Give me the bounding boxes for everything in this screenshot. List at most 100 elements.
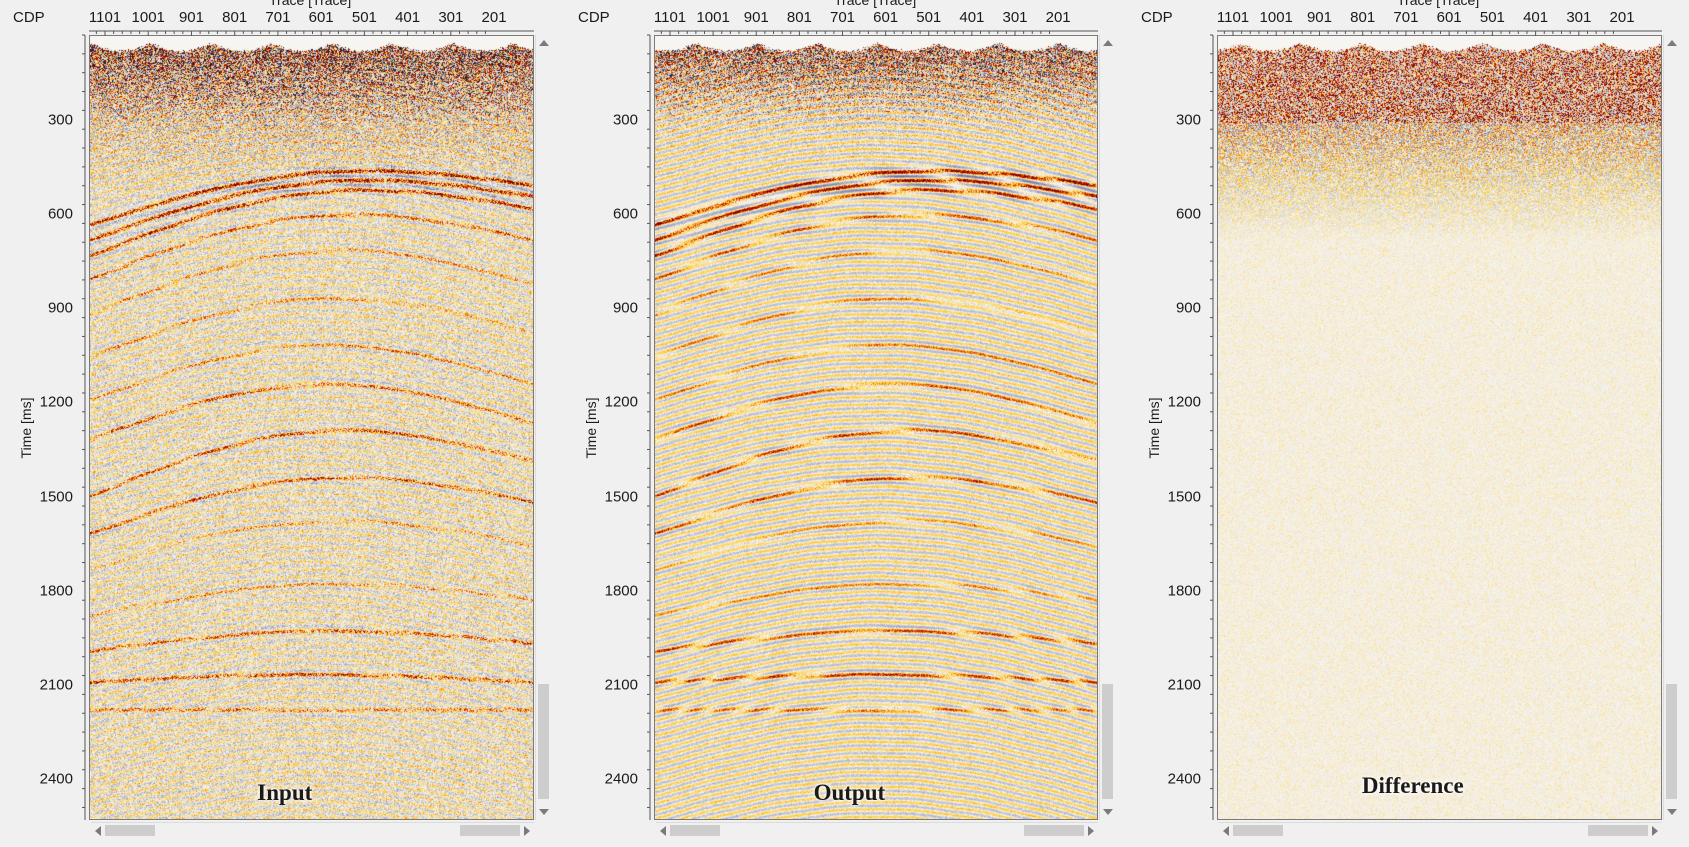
x-tick-label: 801 bbox=[786, 9, 812, 26]
vertical-scrollbar[interactable] bbox=[535, 35, 551, 820]
triangle-left-icon[interactable] bbox=[95, 826, 101, 836]
seismic-plot[interactable] bbox=[1217, 35, 1662, 820]
triangle-up-icon[interactable] bbox=[539, 40, 549, 46]
horizontal-scroll-thumb-right[interactable] bbox=[1024, 825, 1084, 836]
x-axis-title: Trace [Trace] bbox=[269, 0, 352, 8]
triangle-right-icon[interactable] bbox=[1088, 826, 1094, 836]
y-tick-label: 1800 bbox=[1167, 582, 1201, 600]
triangle-left-icon[interactable] bbox=[1223, 826, 1229, 836]
x-tick-label: 1101 bbox=[1216, 9, 1250, 26]
cdp-label: CDP bbox=[578, 9, 610, 26]
x-tick-label: 501 bbox=[916, 9, 942, 26]
x-tick-label: 901 bbox=[743, 9, 769, 26]
seismic-canvas[interactable] bbox=[90, 36, 533, 819]
x-tick-label: 501 bbox=[1479, 9, 1505, 26]
y-tick-label: 2400 bbox=[39, 770, 73, 788]
y-tick-label: 2400 bbox=[1167, 770, 1201, 788]
cdp-label: CDP bbox=[1141, 9, 1173, 26]
triangle-up-icon[interactable] bbox=[1667, 40, 1677, 46]
y-axis-title: Time [ms] bbox=[1146, 397, 1162, 459]
x-tick-label: 701 bbox=[829, 9, 856, 26]
triangle-up-icon[interactable] bbox=[1103, 40, 1113, 46]
x-axis-title: Trace [Trace] bbox=[1397, 0, 1480, 8]
y-tick-label: 900 bbox=[1175, 299, 1201, 317]
x-tick-label: 1001 bbox=[1259, 9, 1293, 26]
x-tick-label: 201 bbox=[1045, 9, 1071, 26]
y-tick-label: 1500 bbox=[604, 488, 638, 506]
y-tick-label: 1200 bbox=[39, 393, 73, 411]
y-tick-label: 300 bbox=[47, 111, 73, 129]
x-tick-label: 301 bbox=[1566, 9, 1592, 26]
y-tick-label: 1800 bbox=[604, 582, 638, 600]
x-tick-label: 801 bbox=[1350, 9, 1376, 26]
vertical-scroll-thumb[interactable] bbox=[538, 684, 549, 799]
x-tick-label: 301 bbox=[438, 9, 464, 26]
x-tick-label: 901 bbox=[178, 9, 204, 26]
x-tick-label: 1101 bbox=[88, 9, 122, 26]
horizontal-scroll-thumb-left[interactable] bbox=[670, 825, 720, 836]
seismic-plot[interactable] bbox=[654, 35, 1098, 820]
x-tick-label: 601 bbox=[873, 9, 899, 26]
y-tick-label: 2400 bbox=[604, 770, 638, 788]
x-tick-label: 701 bbox=[265, 9, 291, 26]
y-tick-label: 300 bbox=[612, 111, 638, 129]
horizontal-scroll-thumb-right[interactable] bbox=[1588, 825, 1648, 836]
seismic-canvas[interactable] bbox=[1218, 36, 1661, 819]
triangle-right-icon[interactable] bbox=[524, 826, 530, 836]
triangle-right-icon[interactable] bbox=[1652, 826, 1658, 836]
horizontal-scroll-thumb-right[interactable] bbox=[460, 825, 520, 836]
horizontal-scroll-thumb-left[interactable] bbox=[105, 825, 155, 836]
y-tick-label: 900 bbox=[612, 299, 638, 317]
y-tick-label: 1200 bbox=[604, 393, 638, 411]
seismic-canvas[interactable] bbox=[655, 36, 1097, 819]
x-tick-label: 501 bbox=[351, 9, 377, 26]
x-tick-label: 201 bbox=[1609, 9, 1635, 26]
x-axis-title: Trace [Trace] bbox=[834, 0, 917, 8]
seismic-plot[interactable] bbox=[89, 35, 534, 820]
vertical-scrollbar[interactable] bbox=[1663, 35, 1679, 820]
y-tick-label: 300 bbox=[1175, 111, 1201, 129]
vertical-scrollbar[interactable] bbox=[1099, 35, 1115, 820]
x-tick-label: 301 bbox=[1002, 9, 1028, 26]
x-tick-label: 1001 bbox=[131, 9, 165, 26]
horizontal-scrollbar[interactable] bbox=[91, 822, 534, 838]
horizontal-scroll-thumb-left[interactable] bbox=[1233, 825, 1283, 836]
y-tick-label: 1200 bbox=[1167, 393, 1201, 411]
x-tick-label: 201 bbox=[481, 9, 507, 26]
vertical-scroll-thumb[interactable] bbox=[1102, 684, 1113, 799]
x-tick-label: 601 bbox=[308, 9, 334, 26]
triangle-down-icon[interactable] bbox=[539, 809, 549, 815]
y-tick-label: 600 bbox=[612, 205, 638, 223]
x-tick-label: 401 bbox=[1523, 9, 1549, 26]
y-tick-label: 1500 bbox=[1167, 488, 1201, 506]
horizontal-scrollbar[interactable] bbox=[1219, 822, 1662, 838]
y-tick-label: 2100 bbox=[604, 676, 638, 694]
panel-title: Input bbox=[257, 780, 313, 805]
y-tick-label: 1500 bbox=[39, 488, 73, 506]
y-tick-label: 900 bbox=[47, 299, 73, 317]
panel-title: Output bbox=[813, 780, 886, 805]
y-tick-label: 600 bbox=[47, 205, 73, 223]
x-tick-label: 701 bbox=[1393, 9, 1419, 26]
x-tick-label: 1001 bbox=[696, 9, 730, 26]
y-tick-label: 2100 bbox=[1167, 676, 1201, 694]
triangle-down-icon[interactable] bbox=[1103, 809, 1113, 815]
cdp-label: CDP bbox=[13, 9, 45, 26]
triangle-down-icon[interactable] bbox=[1667, 809, 1677, 815]
x-tick-label: 1101 bbox=[653, 9, 687, 26]
x-tick-label: 801 bbox=[222, 9, 248, 26]
horizontal-scrollbar[interactable] bbox=[656, 822, 1098, 838]
y-tick-label: 600 bbox=[1175, 205, 1201, 223]
y-tick-label: 1800 bbox=[39, 582, 73, 600]
vertical-scroll-thumb[interactable] bbox=[1666, 684, 1677, 799]
x-tick-label: 401 bbox=[395, 9, 421, 26]
y-tick-label: 2100 bbox=[39, 676, 73, 694]
x-tick-label: 901 bbox=[1306, 9, 1332, 26]
panel-title: Difference bbox=[1361, 773, 1464, 798]
triangle-left-icon[interactable] bbox=[660, 826, 666, 836]
x-tick-label: 401 bbox=[959, 9, 985, 26]
x-tick-label: 601 bbox=[1436, 9, 1462, 26]
